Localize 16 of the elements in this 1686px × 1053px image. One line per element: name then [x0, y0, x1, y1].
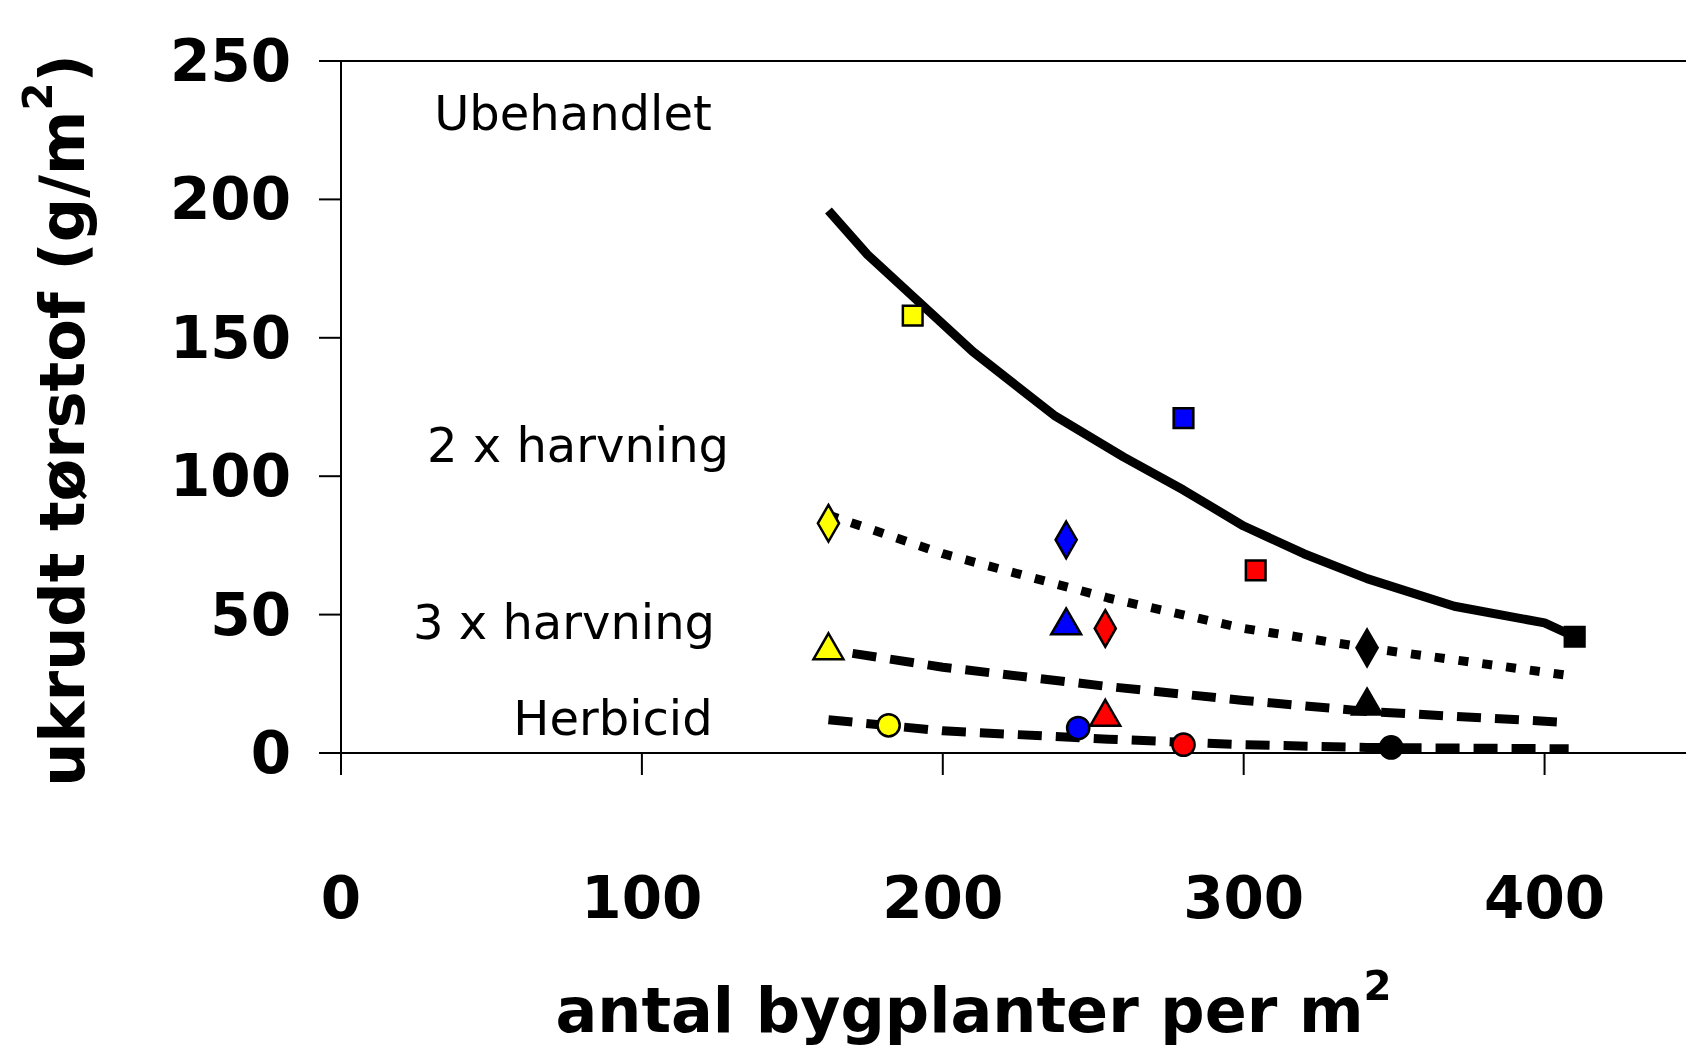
- y-tick-label: 200: [169, 165, 291, 234]
- y-tick-label: 250: [169, 27, 291, 95]
- x-axis-title: antal bygplanter per m$^{2}$: [555, 963, 1392, 1047]
- x-tick-label: 200: [882, 864, 1004, 932]
- annotation: Herbicid: [513, 690, 713, 746]
- y-tick-label: 50: [210, 580, 291, 649]
- x-tick-label: 400: [1484, 864, 1606, 932]
- x-tick-label: 0: [320, 864, 362, 932]
- x-tick-label: 300: [1183, 864, 1305, 932]
- y-tick-label: 150: [169, 303, 291, 372]
- y-tick-label: 100: [169, 442, 291, 511]
- y-tick-label: 0: [250, 719, 291, 787]
- annotation: 3 x harvning: [412, 594, 716, 650]
- annotation: Ubehandlet: [434, 85, 712, 141]
- x-tick-label: 100: [581, 864, 703, 932]
- annotation: 2 x harvning: [426, 417, 730, 473]
